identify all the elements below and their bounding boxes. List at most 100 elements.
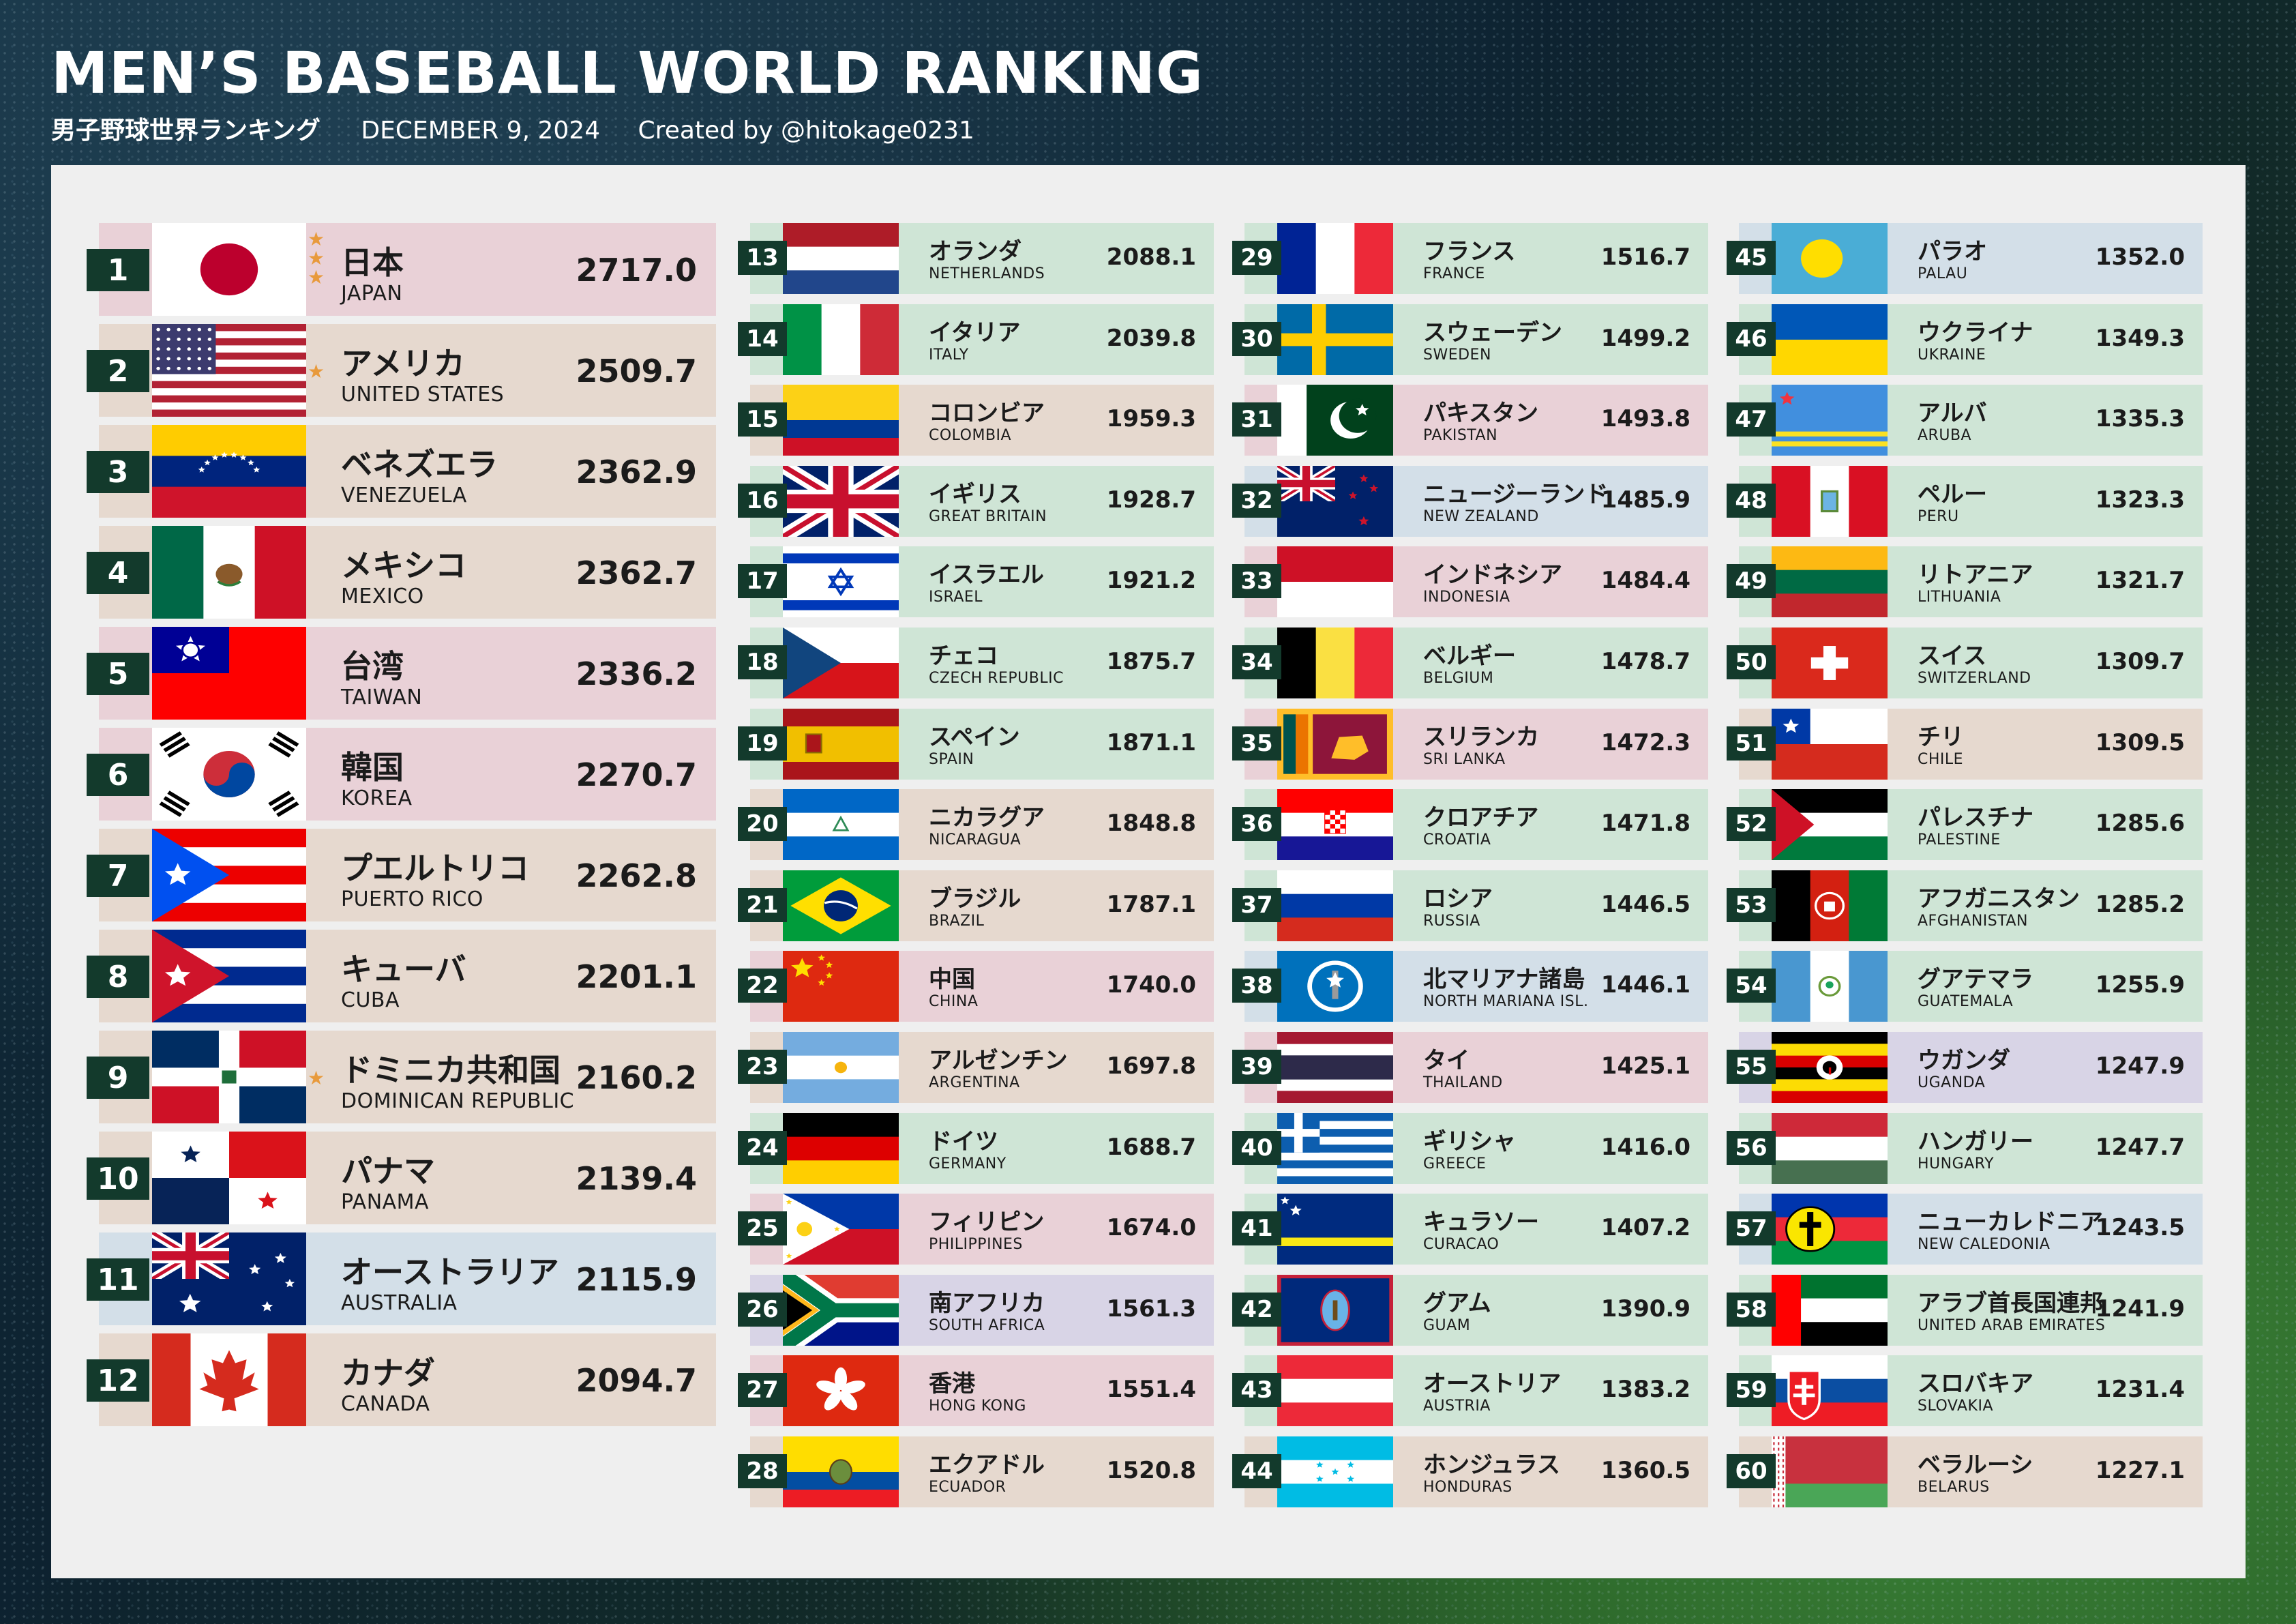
ranking-row: 12 カナダ CANADA 2094.7 [87, 1333, 716, 1426]
ranking-row: 36 クロアチア CROATIA 1471.8 [1232, 789, 1708, 861]
ranking-row: 31 パキスタン PAKISTAN 1493.8 [1232, 385, 1708, 456]
flag-australia-icon [152, 1232, 306, 1325]
flag-canada-icon [152, 1333, 306, 1426]
rank-badge: 49 [1727, 564, 1776, 599]
country-name-japanese: イギリス [929, 480, 1022, 508]
country-name-english: PALAU [1918, 265, 1968, 282]
country-name-japanese: アラブ首長国連邦 [1918, 1289, 2103, 1317]
ranking-panel: 1 ★ ★ ★ 日本 JAPAN 2717.0 2 ★ アメリカ UNITED STATES 2509… [51, 165, 2246, 1578]
author-credit: Created by @hitokage0231 [638, 117, 974, 145]
ranking-row: 23 アルゼンチン ARGENTINA 1697.8 [738, 1032, 1214, 1103]
ranking-points: 2088.1 [1106, 243, 1196, 271]
flag-argentina-icon [783, 1032, 899, 1103]
rank-badge: 60 [1727, 1454, 1776, 1488]
flag-switzerland-icon [1772, 628, 1888, 698]
rank-badge: 44 [1232, 1454, 1281, 1488]
rank-badge: 34 [1232, 645, 1281, 679]
flag-spain-icon [783, 708, 899, 780]
rank-badge: 56 [1727, 1130, 1776, 1165]
ranking-points: 1697.8 [1106, 1052, 1196, 1080]
ranking-points: 1285.2 [2095, 890, 2185, 918]
rank-badge: 12 [87, 1359, 149, 1402]
ranking-row: 40 ギリシャ GREECE 1416.0 [1232, 1112, 1708, 1184]
flag-sweden-icon [1277, 304, 1393, 375]
country-name-japanese: グアム [1423, 1289, 1491, 1317]
ranking-points: 1472.3 [1600, 728, 1690, 756]
country-name-english: VENEZUELA [341, 484, 467, 507]
rank-badge: 11 [87, 1258, 149, 1301]
ranking-row: 16 イギリス GREAT BRITAIN 1928.7 [738, 465, 1214, 537]
rank-badge: 30 [1232, 321, 1281, 356]
ranking-points: 2270.7 [576, 756, 697, 793]
ranking-points: 1485.9 [1600, 486, 1690, 514]
country-name-english: CUBA [341, 988, 400, 1012]
country-name-japanese: アルゼンチン [929, 1047, 1068, 1074]
champion-stars-icon: ★ [308, 1067, 325, 1089]
flag-indonesia-icon [1277, 546, 1393, 618]
country-name-japanese: パラオ [1918, 238, 1987, 265]
country-name-english: CROATIA [1423, 831, 1491, 849]
country-name-english: UNITED STATES [341, 383, 505, 407]
ranking-row: 35 スリランカ SRI LANKA 1472.3 [1232, 708, 1708, 780]
rank-badge: 35 [1232, 726, 1281, 761]
flag-ukraine-icon [1772, 304, 1888, 375]
ranking-points: 2139.4 [576, 1160, 697, 1197]
country-name-english: PALESTINE [1918, 831, 2001, 849]
ranking-points: 1383.2 [1600, 1376, 1690, 1404]
flag-usa-icon [152, 324, 306, 417]
ranking-points: 2094.7 [576, 1362, 697, 1399]
country-name-english: CHINA [929, 993, 979, 1011]
flag-peru-icon [1772, 465, 1888, 537]
country-name-english: GREAT BRITAIN [929, 507, 1047, 525]
country-name-english: AFGHANISTAN [1918, 912, 2028, 930]
ranking-points: 2201.1 [576, 958, 697, 995]
country-name-japanese: ドイツ [929, 1127, 998, 1155]
ranking-points: 1416.0 [1600, 1133, 1690, 1161]
ranking-points: 1335.3 [2095, 405, 2185, 433]
ranking-row: 9 ★ ドミニカ共和国 DOMINICAN REPUBLIC 2160.2 [87, 1031, 716, 1123]
flag-cuba-icon [152, 930, 306, 1022]
country-name-japanese: スペイン [929, 723, 1020, 751]
country-name-english: LITHUANIA [1918, 589, 2001, 606]
country-name-english: ARUBA [1918, 427, 1972, 445]
rank-badge: 1 [87, 249, 149, 291]
ranking-row: 20 ニカラグア NICARAGUA 1848.8 [738, 789, 1214, 861]
flag-belarus-icon [1772, 1436, 1888, 1507]
country-name-english: PUERTO RICO [341, 887, 483, 911]
ranking-points: 1875.7 [1106, 648, 1196, 675]
rank-badge: 52 [1727, 807, 1776, 842]
ranking-points: 1499.2 [1600, 324, 1690, 352]
ranking-row: 17 イスラエル ISRAEL 1921.2 [738, 546, 1214, 618]
country-name-english: GERMANY [929, 1155, 1007, 1172]
ranking-row: 14 イタリア ITALY 2039.8 [738, 304, 1214, 375]
ranking-row: 1 ★ ★ ★ 日本 JAPAN 2717.0 [87, 223, 716, 316]
ranking-points: 1484.4 [1600, 567, 1690, 595]
ranking-points: 1928.7 [1106, 486, 1196, 514]
country-name-japanese: スイス [1918, 643, 1986, 670]
flag-korea-icon [152, 728, 306, 821]
rank-badge: 36 [1232, 807, 1281, 842]
rank-badge: 41 [1232, 1211, 1281, 1246]
ranking-row: 15 コロンビア COLOMBIA 1959.3 [738, 385, 1214, 456]
country-name-english: MEXICO [341, 585, 424, 608]
ranking-row: 53 アフガニスタン AFGHANISTAN 1285.2 [1727, 870, 2203, 941]
country-name-english: PAKISTAN [1423, 427, 1498, 445]
rank-badge: 32 [1232, 483, 1281, 518]
flag-netherlands-icon [783, 223, 899, 294]
flag-dominican-icon [152, 1031, 306, 1123]
ranking-row: 44 ホンジュラス HONDURAS 1360.5 [1232, 1436, 1708, 1507]
country-name-english: UGANDA [1918, 1074, 1986, 1091]
ranking-row: 52 パレスチナ PALESTINE 1285.6 [1727, 789, 2203, 861]
rank-badge: 10 [87, 1157, 149, 1200]
country-name-japanese: 中国 [929, 966, 975, 994]
country-name-english: BELARUS [1918, 1479, 1990, 1496]
country-name-english: CURACAO [1423, 1236, 1500, 1254]
country-name-english: CZECH REPUBLIC [929, 670, 1064, 687]
ranking-row: 34 ベルギー BELGIUM 1478.7 [1232, 628, 1708, 698]
country-name-japanese: プエルトリコ [341, 850, 529, 887]
ranking-points: 1740.0 [1106, 971, 1196, 999]
country-name-english: ECUADOR [929, 1479, 1007, 1496]
ranking-points: 2262.8 [576, 857, 697, 894]
country-name-english: GREECE [1423, 1155, 1487, 1172]
country-name-japanese: アルバ [1918, 400, 1987, 428]
